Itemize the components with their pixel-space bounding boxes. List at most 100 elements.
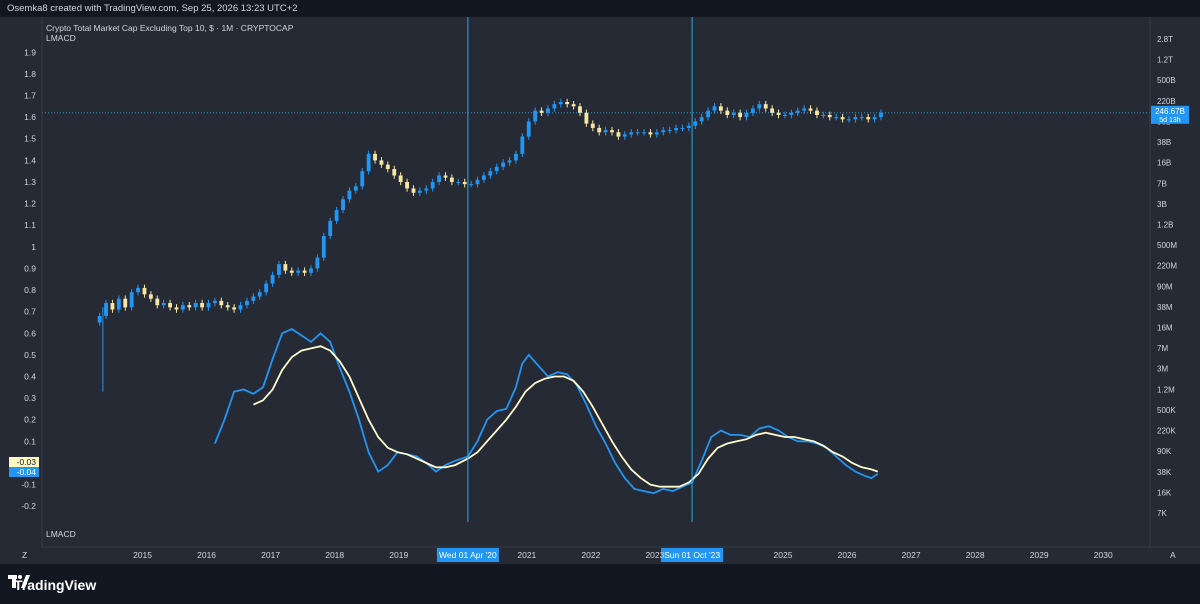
candle-body	[347, 190, 352, 200]
candle-body	[546, 108, 550, 113]
candle-body	[802, 108, 807, 111]
candle-body	[770, 108, 775, 113]
x-tick-label: 2023	[645, 550, 664, 560]
candle-body	[437, 175, 442, 182]
left-tick-label: 0.6	[24, 328, 36, 338]
candle-body	[245, 300, 249, 306]
candle-body	[168, 303, 173, 308]
indicator-label-bottom: LMACD	[46, 529, 76, 539]
left-tick-label: 0.3	[24, 393, 36, 403]
candle-body	[693, 121, 698, 126]
candle-body	[174, 307, 179, 310]
candle-body	[597, 127, 602, 133]
axis-corner-right[interactable]: A	[1170, 550, 1176, 560]
candle-body	[116, 298, 121, 310]
candle-body	[590, 123, 595, 128]
candle-body	[661, 130, 666, 133]
candle-body	[193, 303, 198, 308]
candle-body	[552, 104, 557, 109]
candle-body	[783, 114, 787, 116]
candle-body	[200, 303, 205, 308]
left-tick-label: 1.4	[24, 155, 36, 165]
left-tick-label: 0.8	[24, 285, 36, 295]
right-tick-label: 38B	[1157, 138, 1171, 147]
candle-body	[629, 132, 634, 135]
candle-body	[725, 110, 730, 115]
x-tick-label: 2021	[517, 550, 536, 560]
candle-body	[373, 153, 377, 161]
macd-badge	[9, 467, 39, 477]
footer-bar: TradingView	[0, 564, 1200, 604]
right-tick-label: 7B	[1157, 179, 1167, 188]
candle-body	[654, 132, 659, 135]
candle-body	[501, 162, 506, 167]
candle-body	[456, 181, 461, 183]
candle-body	[123, 298, 128, 308]
candle-body	[296, 270, 301, 273]
x-tick-label: 2029	[1030, 550, 1049, 560]
candle-body	[680, 127, 685, 129]
candle-body	[847, 119, 851, 121]
x-tick-label: 2017	[261, 550, 280, 560]
candles-layer	[97, 98, 883, 392]
candle-body	[283, 264, 288, 271]
left-tick-label: 0.5	[24, 350, 36, 360]
chart-canvas[interactable]: Wed 01 Apr '20 Sun 01 Oct '23 1.91.81.71.…	[0, 17, 1200, 564]
candle-body	[622, 134, 627, 137]
candle-body	[494, 166, 499, 172]
candle-body	[815, 110, 819, 115]
right-tick-label: 500B	[1157, 76, 1176, 85]
candle-body	[424, 188, 429, 191]
axis-corner-left[interactable]: Z	[22, 550, 27, 560]
chart-panel[interactable]: Wed 01 Apr '20 Sun 01 Oct '23 1.9 1.8 1.7 1.…	[0, 17, 1200, 564]
tradingview-logo-icon	[8, 575, 30, 588]
vertical-markers-layer: Wed 01 Apr '20 Sun 01 Oct '23	[436, 17, 724, 562]
candle-body	[571, 104, 576, 107]
candle-body	[353, 186, 358, 191]
left-tick-label: 0.1	[24, 436, 36, 446]
candle-body	[667, 130, 672, 132]
candle-body	[302, 270, 307, 273]
candle-body	[206, 303, 211, 308]
candle-body	[366, 153, 371, 172]
right-tick-label: 90M	[1157, 282, 1173, 291]
right-tick-label: 16B	[1157, 159, 1171, 168]
candle-body	[584, 112, 589, 124]
candle-body	[610, 130, 614, 133]
macd-badge-value: -0.04	[17, 467, 37, 477]
candle-body	[533, 110, 538, 122]
right-tick-label: 500M	[1157, 241, 1177, 250]
candle-body	[315, 257, 320, 269]
price-badge-countdown: 5d 13h	[1159, 117, 1181, 124]
candle-body	[379, 160, 384, 165]
candle-body	[558, 102, 563, 105]
signal-badge-value: -0.03	[17, 457, 37, 467]
candle-body	[821, 114, 826, 116]
candle-body	[251, 296, 256, 301]
right-tick-label: 90K	[1157, 447, 1172, 456]
left-tick-label: 0.4	[24, 372, 36, 382]
candle-body	[110, 303, 115, 310]
right-tick-label: 1.2B	[1157, 220, 1173, 229]
right-tick-label: 38M	[1157, 303, 1173, 312]
candle-body	[443, 175, 448, 178]
candle-body	[225, 305, 230, 308]
candle-body	[686, 125, 691, 128]
credit-text: Osemka8 created with TradingView.com, Se…	[7, 3, 298, 14]
chart-title: Crypto Total Market Cap Excluding Top 10…	[46, 23, 294, 33]
candle-body	[187, 305, 192, 308]
candle-body	[718, 106, 723, 111]
left-tick-label: 0.9	[24, 263, 36, 273]
candle-body	[341, 199, 345, 211]
candle-body	[578, 106, 582, 113]
candle-body	[148, 294, 153, 299]
left-tick-label: 1.7	[24, 91, 36, 101]
candle-body	[469, 184, 474, 186]
tradingview-logo[interactable]: TradingView	[8, 575, 96, 595]
candle-body	[238, 305, 243, 310]
right-tick-label: 1.2M	[1157, 385, 1175, 394]
candle-body	[565, 102, 570, 105]
candle-body	[430, 181, 435, 189]
signal-badge	[9, 457, 39, 467]
candle-body	[104, 303, 108, 316]
